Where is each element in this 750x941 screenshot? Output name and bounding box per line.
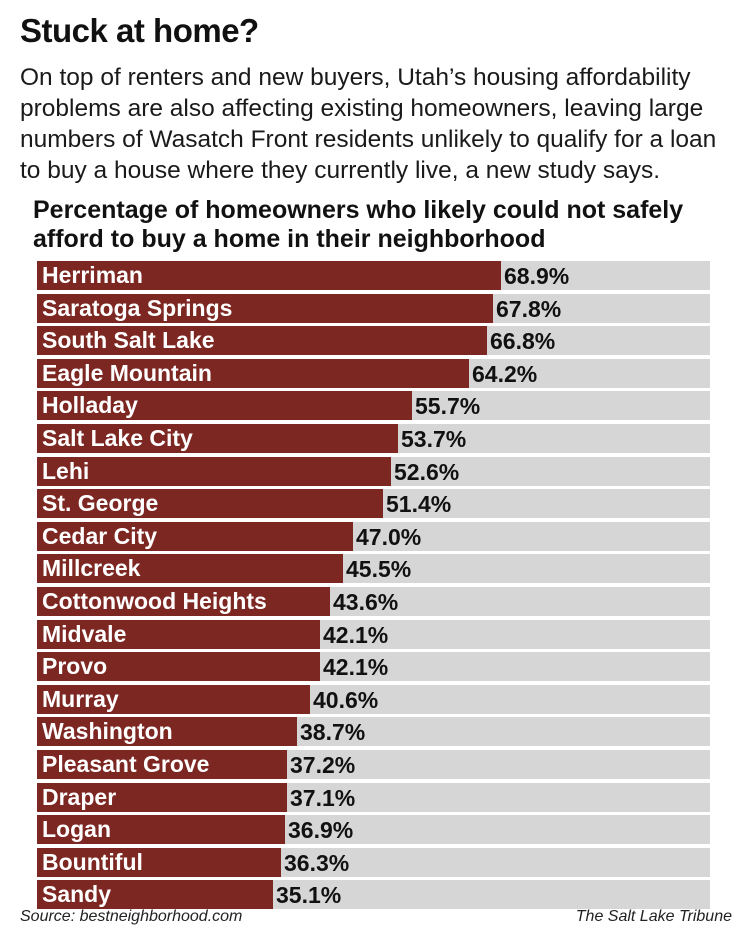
value-label: 64.2% bbox=[472, 361, 538, 387]
value-label: 55.7% bbox=[415, 393, 481, 419]
intro-text: On top of renters and new buyers, Utah’s… bbox=[20, 64, 717, 184]
publisher-credit: The Salt Lake Tribune bbox=[575, 908, 732, 925]
bar bbox=[37, 261, 501, 290]
value-label: 43.6% bbox=[333, 589, 399, 615]
value-label: 67.8% bbox=[496, 296, 562, 322]
bar bbox=[37, 717, 297, 746]
value-label: 42.1% bbox=[323, 654, 389, 680]
category-label: South Salt Lake bbox=[42, 327, 215, 353]
bar bbox=[37, 783, 287, 812]
bar bbox=[37, 294, 493, 323]
bar bbox=[37, 359, 469, 388]
value-label: 40.6% bbox=[313, 687, 379, 713]
bar bbox=[37, 424, 398, 453]
value-label: 68.9% bbox=[504, 263, 570, 289]
category-label: Murray bbox=[42, 686, 119, 712]
category-label: Washington bbox=[42, 718, 173, 744]
category-label: Midvale bbox=[42, 621, 127, 647]
category-label: Pleasant Grove bbox=[42, 751, 210, 777]
bar bbox=[37, 522, 353, 551]
bar bbox=[37, 554, 343, 583]
category-label: Herriman bbox=[42, 262, 143, 288]
bar bbox=[37, 750, 287, 779]
chart-subtitle: Percentage of homeowners who likely coul… bbox=[33, 196, 684, 253]
value-label: 51.4% bbox=[386, 491, 452, 517]
value-label: 52.6% bbox=[394, 459, 460, 485]
category-label: Logan bbox=[42, 816, 111, 842]
bar bbox=[37, 457, 391, 486]
category-label: Sandy bbox=[42, 881, 112, 907]
bar bbox=[37, 685, 310, 714]
bar-chart: Herriman 68.9% Saratoga Springs 67.8% South … bbox=[37, 261, 710, 909]
category-label: Bountiful bbox=[42, 849, 143, 875]
bar bbox=[37, 815, 285, 844]
value-label: 35.1% bbox=[276, 882, 342, 908]
category-label: Holladay bbox=[42, 392, 138, 418]
category-label: Saratoga Springs bbox=[42, 295, 233, 321]
value-label: 37.2% bbox=[290, 752, 356, 778]
value-label: 53.7% bbox=[401, 426, 467, 452]
value-label: 36.3% bbox=[284, 850, 350, 876]
category-label: Eagle Mountain bbox=[42, 360, 212, 386]
value-label: 66.8% bbox=[490, 328, 556, 354]
value-label: 42.1% bbox=[323, 622, 389, 648]
category-label: Salt Lake City bbox=[42, 425, 193, 451]
bar bbox=[37, 848, 281, 877]
category-label: St. George bbox=[42, 490, 159, 516]
category-label: Cedar City bbox=[42, 523, 158, 549]
value-label: 36.9% bbox=[288, 817, 354, 843]
bar bbox=[37, 587, 330, 616]
bar bbox=[37, 489, 383, 518]
value-label: 47.0% bbox=[356, 524, 422, 550]
category-label: Millcreek bbox=[42, 555, 141, 581]
value-label: 38.7% bbox=[300, 719, 366, 745]
value-label: 45.5% bbox=[346, 556, 412, 582]
value-label: 37.1% bbox=[290, 785, 356, 811]
category-label: Lehi bbox=[42, 458, 90, 484]
bar bbox=[37, 880, 273, 909]
category-label: Draper bbox=[42, 784, 117, 810]
bar bbox=[37, 620, 320, 649]
category-label: Provo bbox=[42, 653, 108, 679]
source-note: Source: bestneighborhood.com bbox=[20, 908, 243, 925]
category-label: Cottonwood Heights bbox=[42, 588, 267, 614]
bar bbox=[37, 652, 320, 681]
bar bbox=[37, 391, 412, 420]
chart-title: Stuck at home? bbox=[20, 12, 259, 49]
bar bbox=[37, 326, 487, 355]
